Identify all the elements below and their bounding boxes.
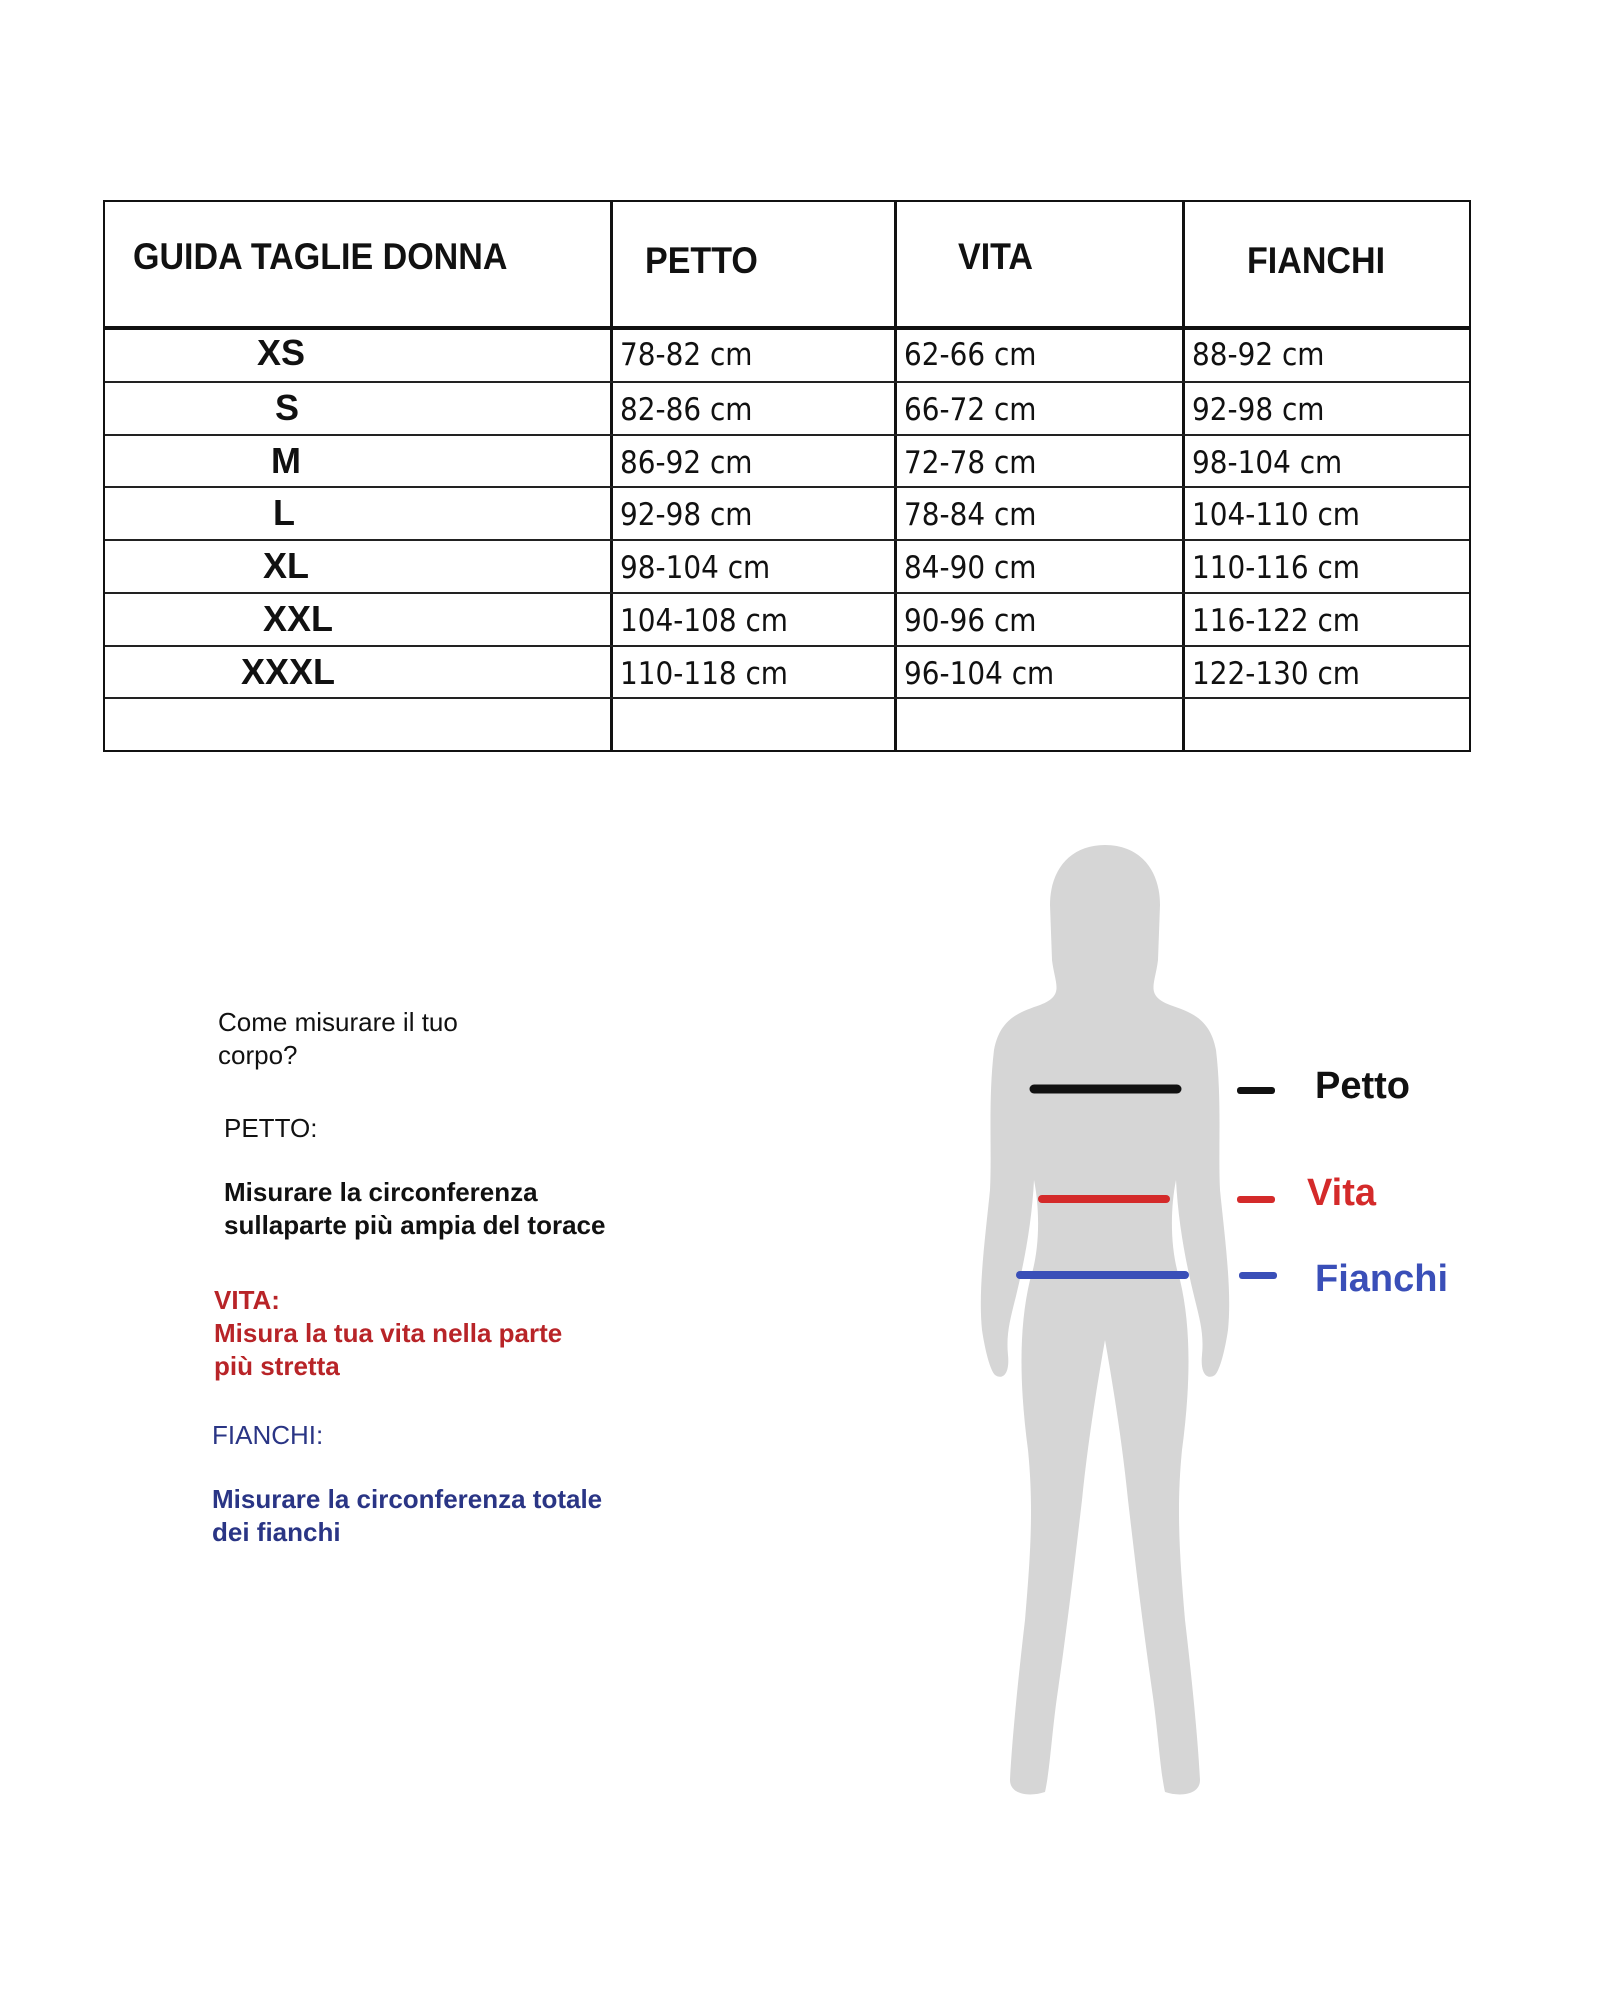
petto-description: Misurare la circonferenza sullaparte più… (224, 1176, 605, 1242)
vita-line: Misura la tua vita nella parte (214, 1318, 563, 1348)
size-label: S (275, 387, 300, 428)
size-label: XXL (263, 598, 334, 639)
header-vita: VITA (958, 236, 1034, 277)
vita-section: VITA: Misura la tua vita nella parte più… (214, 1284, 562, 1383)
column-divider (610, 202, 613, 750)
fianchi-line: dei fianchi (212, 1517, 341, 1547)
vita-value: 62-66 cm (904, 337, 1037, 373)
row-divider (105, 539, 1469, 541)
size-label: XXXL (241, 651, 336, 692)
fianchi-description: Misurare la circonferenza totale dei fia… (212, 1483, 602, 1549)
size-chart-table: GUIDA TAGLIE DONNA PETTO VITA FIANCHI XS… (103, 200, 1471, 752)
fianchi-value: 104-110 cm (1192, 497, 1360, 533)
petto-value: 110-118 cm (620, 656, 788, 692)
vita-legend-label: Vita (1307, 1172, 1377, 1214)
row-divider (105, 434, 1469, 436)
silhouette-icon (980, 845, 1230, 1795)
petto-legend-swatch (1237, 1087, 1275, 1094)
petto-legend-label: Petto (1315, 1065, 1410, 1107)
vita-value: 78-84 cm (904, 497, 1037, 533)
fianchi-value: 98-104 cm (1192, 445, 1343, 481)
vita-value: 96-104 cm (904, 656, 1055, 692)
vita-value: 72-78 cm (904, 445, 1037, 481)
column-divider (894, 202, 897, 750)
fianchi-legend-label: Fianchi (1315, 1258, 1449, 1300)
vita-value: 84-90 cm (904, 550, 1037, 586)
petto-value: 82-86 cm (620, 392, 753, 428)
fianchi-value: 116-122 cm (1192, 603, 1360, 639)
vita-legend-swatch (1237, 1196, 1275, 1203)
petto-line: Misurare la circonferenza (224, 1177, 538, 1207)
header-petto: PETTO (645, 240, 758, 281)
petto-heading: PETTO: (224, 1113, 318, 1143)
row-divider (105, 697, 1469, 699)
petto-value: 92-98 cm (620, 497, 753, 533)
size-label: XS (257, 332, 306, 373)
row-divider (105, 381, 1469, 383)
petto-line: sullaparte più ampia del torace (224, 1210, 606, 1240)
vita-value: 66-72 cm (904, 392, 1037, 428)
instructions-title: Come misurare il tuo corpo? (218, 1006, 458, 1072)
fianchi-value: 88-92 cm (1192, 337, 1325, 373)
row-divider (105, 486, 1469, 488)
header-size-guide: GUIDA TAGLIE DONNA (133, 236, 508, 277)
title-line: Come misurare il tuo (218, 1007, 458, 1037)
vita-value: 90-96 cm (904, 603, 1037, 639)
vita-heading: VITA: (214, 1285, 280, 1315)
row-divider (105, 645, 1469, 647)
column-divider (1182, 202, 1185, 750)
fianchi-value: 110-116 cm (1192, 550, 1360, 586)
row-divider (105, 592, 1469, 594)
petto-value: 78-82 cm (620, 337, 753, 373)
size-label: XL (263, 545, 310, 586)
fianchi-line: Misurare la circonferenza totale (212, 1484, 603, 1514)
petto-value: 104-108 cm (620, 603, 788, 639)
size-label: M (271, 440, 301, 481)
petto-value: 98-104 cm (620, 550, 771, 586)
fianchi-legend-swatch (1239, 1272, 1277, 1279)
header-divider (105, 326, 1469, 330)
petto-value: 86-92 cm (620, 445, 753, 481)
fianchi-value: 92-98 cm (1192, 392, 1325, 428)
fianchi-value: 122-130 cm (1192, 656, 1360, 692)
header-fianchi: FIANCHI (1247, 240, 1386, 281)
fianchi-heading: FIANCHI: (212, 1420, 324, 1450)
vita-line: più stretta (214, 1351, 340, 1381)
size-label: L (273, 492, 295, 533)
title-line: corpo? (218, 1040, 298, 1070)
